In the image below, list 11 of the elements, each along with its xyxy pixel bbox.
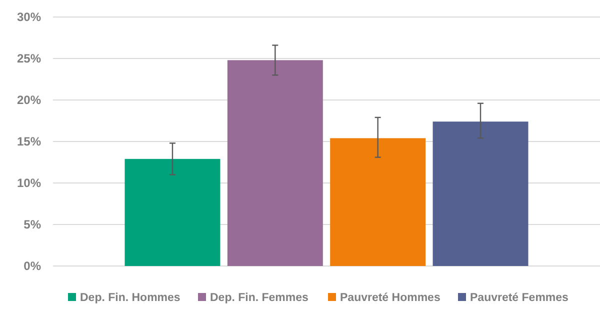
legend-label: Pauvreté Hommes	[340, 292, 440, 304]
y-tick-label: 25%	[16, 52, 42, 66]
y-tick-label: 5%	[24, 218, 42, 232]
legend-label: Dep. Fin. Hommes	[80, 292, 180, 304]
y-tick-label: 0%	[24, 259, 42, 274]
legend-label: Dep. Fin. Femmes	[210, 292, 308, 304]
legend-label: Pauvreté Femmes	[470, 292, 568, 304]
y-tick-label: 15%	[16, 134, 42, 149]
y-tick-label: 10%	[16, 176, 42, 190]
y-tick-label: 20%	[16, 93, 42, 108]
y-tick-label: 30%	[16, 10, 42, 24]
